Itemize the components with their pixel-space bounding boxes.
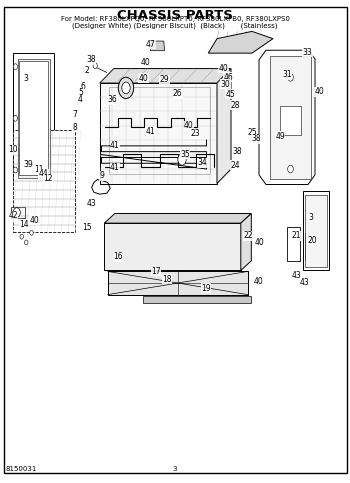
Circle shape — [13, 64, 18, 70]
Circle shape — [122, 82, 130, 94]
Polygon shape — [305, 233, 314, 260]
Text: 10: 10 — [8, 145, 18, 154]
Text: 21: 21 — [291, 231, 301, 240]
Text: 40: 40 — [140, 58, 150, 67]
Polygon shape — [208, 31, 273, 53]
Polygon shape — [108, 271, 248, 295]
Polygon shape — [13, 130, 75, 232]
Text: 36: 36 — [108, 96, 118, 104]
Text: 25: 25 — [247, 128, 257, 137]
Text: 42: 42 — [8, 212, 18, 220]
Text: 40: 40 — [218, 64, 228, 73]
Polygon shape — [217, 69, 231, 184]
Text: 5: 5 — [79, 88, 84, 97]
Circle shape — [20, 234, 23, 239]
Text: 3: 3 — [173, 466, 177, 471]
Text: 41: 41 — [110, 142, 120, 150]
Circle shape — [288, 165, 293, 173]
Circle shape — [25, 240, 28, 245]
Polygon shape — [143, 296, 251, 303]
Text: 30: 30 — [221, 80, 231, 88]
Circle shape — [288, 73, 293, 81]
Polygon shape — [10, 207, 25, 218]
Polygon shape — [305, 195, 327, 267]
Polygon shape — [104, 213, 251, 223]
Text: 12: 12 — [43, 174, 53, 183]
Circle shape — [13, 208, 20, 217]
Text: 38: 38 — [86, 56, 96, 64]
Text: 40: 40 — [253, 277, 263, 285]
Text: 40: 40 — [184, 121, 194, 130]
Text: 49: 49 — [275, 132, 285, 141]
Circle shape — [13, 167, 18, 173]
Text: 46: 46 — [223, 73, 233, 82]
Text: 24: 24 — [231, 161, 240, 170]
Polygon shape — [259, 50, 315, 185]
Text: 40: 40 — [314, 87, 324, 96]
Text: 4: 4 — [77, 95, 82, 104]
Text: 16: 16 — [113, 253, 123, 261]
Circle shape — [178, 154, 186, 165]
Text: 17: 17 — [151, 267, 161, 276]
Text: 34: 34 — [197, 158, 207, 167]
Polygon shape — [303, 191, 329, 270]
Text: 38: 38 — [252, 134, 261, 143]
Text: 43: 43 — [87, 199, 97, 208]
Text: (Designer White) (Designer Biscuit)  (Black)       (Stainless): (Designer White) (Designer Biscuit) (Bla… — [72, 22, 278, 28]
Text: 28: 28 — [231, 101, 240, 110]
Polygon shape — [13, 53, 54, 184]
Text: 6: 6 — [80, 83, 85, 91]
Text: 19: 19 — [201, 284, 211, 293]
Polygon shape — [18, 59, 50, 178]
Text: 18: 18 — [162, 275, 172, 284]
Text: For Model: RF380LXPQ0, RF380LXPT0, RF380LXPB0, RF380LXPS0: For Model: RF380LXPQ0, RF380LXPT0, RF380… — [61, 16, 289, 22]
Text: 45: 45 — [225, 90, 235, 99]
Polygon shape — [280, 106, 301, 135]
Polygon shape — [287, 227, 300, 261]
Text: 22: 22 — [244, 231, 253, 240]
Text: 3: 3 — [24, 74, 29, 83]
Text: 40: 40 — [29, 216, 39, 225]
Text: 47: 47 — [146, 40, 155, 49]
Circle shape — [118, 77, 134, 99]
Text: 43: 43 — [292, 271, 302, 280]
Polygon shape — [150, 41, 164, 51]
Text: 7: 7 — [72, 111, 77, 119]
Circle shape — [30, 230, 33, 235]
Text: 11: 11 — [34, 165, 43, 174]
Text: 39: 39 — [24, 160, 34, 169]
Text: 8: 8 — [72, 123, 77, 132]
Text: 2: 2 — [84, 66, 89, 74]
Text: 23: 23 — [190, 129, 200, 138]
Polygon shape — [270, 56, 311, 179]
Polygon shape — [104, 223, 241, 270]
Text: 38: 38 — [232, 147, 242, 156]
Polygon shape — [241, 213, 251, 270]
Text: 35: 35 — [180, 150, 190, 159]
Text: 20: 20 — [307, 236, 317, 245]
Polygon shape — [19, 61, 48, 175]
Text: 40: 40 — [255, 238, 265, 247]
Text: 44: 44 — [39, 170, 49, 178]
Text: 33: 33 — [302, 48, 312, 57]
Text: 14: 14 — [19, 220, 29, 228]
Text: 43: 43 — [300, 278, 309, 287]
Text: 29: 29 — [160, 75, 169, 84]
Text: CHASSIS PARTS: CHASSIS PARTS — [117, 9, 233, 22]
Circle shape — [93, 63, 97, 69]
Text: 8150031: 8150031 — [5, 466, 37, 471]
Polygon shape — [100, 69, 231, 83]
Text: 41: 41 — [110, 163, 120, 172]
Text: 40: 40 — [139, 74, 148, 83]
Polygon shape — [100, 83, 217, 184]
Text: 3: 3 — [308, 213, 313, 222]
Text: 15: 15 — [82, 224, 92, 232]
Circle shape — [13, 115, 18, 121]
Text: 31: 31 — [282, 71, 292, 79]
Text: 26: 26 — [173, 89, 183, 98]
Text: 9: 9 — [99, 171, 104, 180]
Text: 41: 41 — [146, 127, 155, 136]
